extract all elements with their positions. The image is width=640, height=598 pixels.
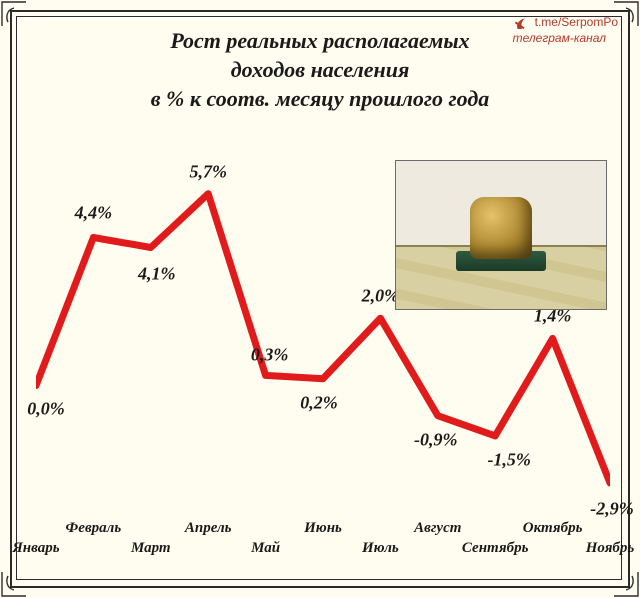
inset-image [395,160,607,310]
x-axis-label: Сентябрь [462,540,529,557]
x-axis-label: Июль [362,540,399,557]
x-axis-label: Январь [12,540,59,557]
data-point-label: 0,3% [251,345,289,366]
data-point-label: 0,0% [27,399,65,420]
x-axis-label: Май [251,540,280,557]
x-axis-label: Июнь [304,520,342,537]
corner-ornament [612,570,640,598]
data-point-label: 4,1% [138,263,176,284]
data-point-label: -2,9% [590,499,634,520]
x-axis-label: Февраль [66,520,122,537]
data-point-label: 5,7% [189,161,227,182]
title-line: доходов населения [40,55,600,84]
x-axis-label: Октябрь [523,520,583,537]
chart-title: Рост реальных располагаемыхдоходов насел… [40,26,600,113]
x-axis-label: Март [131,540,171,557]
corner-ornament [0,570,28,598]
corner-ornament [0,0,28,28]
title-line: Рост реальных располагаемых [40,26,600,55]
data-point-label: 0,2% [300,392,338,413]
data-point-label: -1,5% [487,449,531,470]
title-line: в % к соотв. месяцу прошлого года [40,84,600,113]
x-axis-label: Апрель [185,520,232,537]
x-axis-label: Ноябрь [586,540,635,557]
x-axis-label: Август [414,520,461,537]
data-point-label: -0,9% [414,429,458,450]
x-axis: ЯнварьФевральМартАпрельМайИюньИюльАвгуст… [36,520,610,576]
bronze-fist-icon [470,197,532,259]
data-point-label: 2,0% [362,286,400,307]
data-point-label: 4,4% [75,203,113,224]
